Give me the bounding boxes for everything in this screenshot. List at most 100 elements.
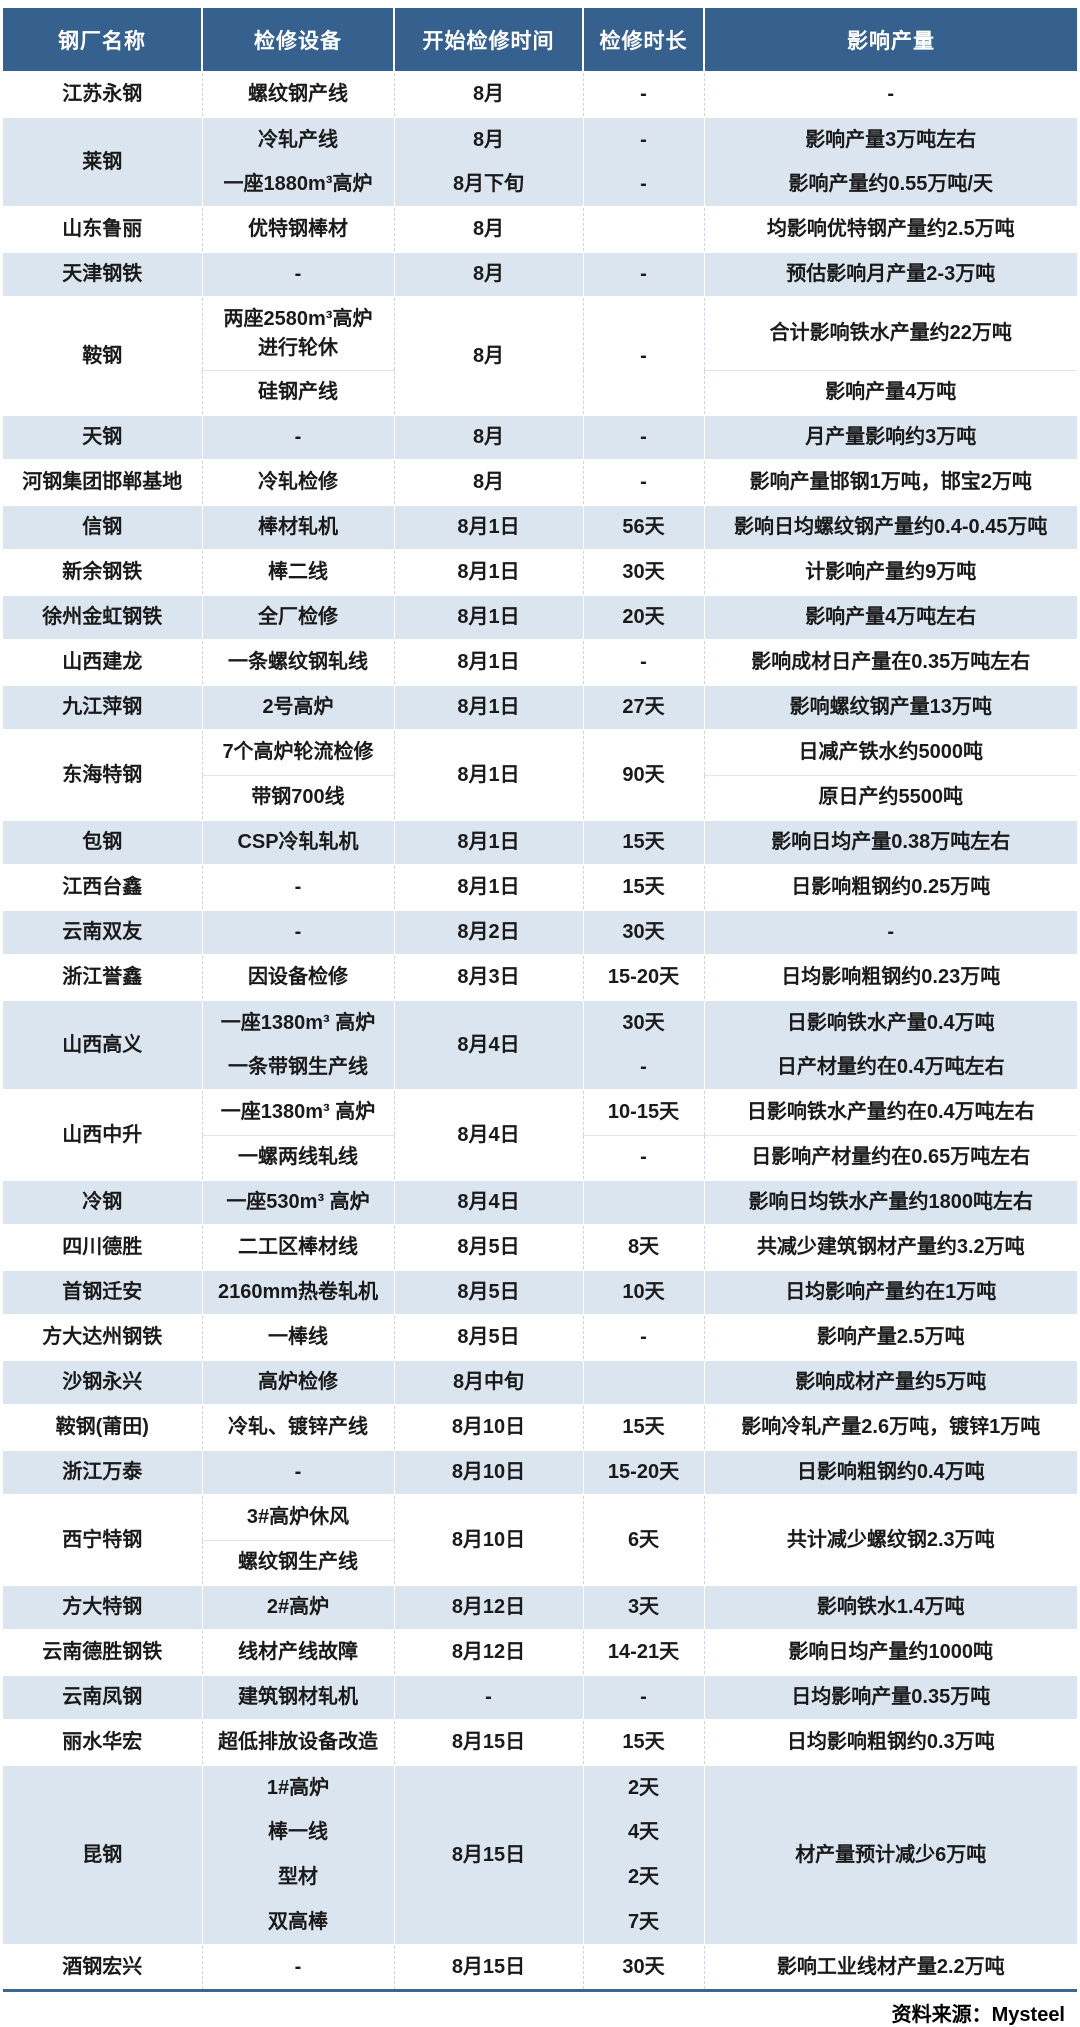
equipment-cell: 冷轧产线	[201, 116, 394, 162]
duration-cell: 20天	[582, 594, 704, 640]
header-cell-name: 钢厂名称	[3, 8, 202, 73]
impact-cell: 影响产量4万吨	[703, 369, 1077, 415]
equipment-cell: 一螺两线轧线	[201, 1134, 394, 1180]
time-cell: 8月4日	[393, 999, 583, 1090]
duration-cell: -	[582, 116, 704, 162]
impact-cell: 影响日均铁水产量约1800吨左右	[703, 1179, 1077, 1225]
impact-cell: 原日产约5500吨	[703, 774, 1077, 820]
equipment-cell: 1#高炉	[201, 1764, 394, 1810]
impact-cell: 影响螺纹钢产量13万吨	[703, 684, 1077, 730]
mill-name-cell: 方大达州钢铁	[3, 1314, 202, 1360]
equipment-cell: 螺纹钢生产线	[201, 1539, 394, 1585]
table-row: 包钢 CSP冷轧轧机 8月1日 15天 影响日均产量0.38万吨左右	[3, 819, 1077, 865]
table-row: 山西建龙 一条螺纹钢轧线 8月1日 - 影响成材日产量在0.35万吨左右	[3, 639, 1077, 685]
equipment-cell: 2160mm热卷轧机	[201, 1269, 394, 1315]
duration-cell: 15天	[582, 819, 704, 865]
impact-cell: 影响日均产量约1000吨	[703, 1629, 1077, 1675]
equipment-cell: 两座2580m³高炉 进行轮休	[201, 296, 394, 370]
time-cell: 8月1日	[393, 549, 583, 595]
impact-cell: 日均影响粗钢约0.23万吨	[703, 954, 1077, 1000]
duration-cell: -	[582, 639, 704, 685]
impact-cell: 日影响产材量约在0.65万吨左右	[703, 1134, 1077, 1180]
mill-name-cell: 鞍钢(莆田)	[3, 1404, 202, 1450]
equipment-cell: 因设备检修	[201, 954, 394, 1000]
mill-name-cell: 昆钢	[3, 1764, 202, 1945]
equipment-cell: 一座1880m³高炉	[201, 162, 394, 207]
equipment-cell: 一座1380m³ 高炉	[201, 999, 394, 1045]
table-row: 东海特钢 7个高炉轮流检修 8月1日 90天 日减产铁水约5000吨	[3, 729, 1077, 820]
duration-cell: 27天	[582, 684, 704, 730]
table-row: 酒钢宏兴 -8月15日 30天 影响工业线材产量2.2万吨	[3, 1944, 1077, 1990]
time-cell: 8月中旬	[393, 1359, 583, 1405]
duration-cell: -	[582, 251, 704, 297]
mill-name-cell: 信钢	[3, 504, 202, 550]
duration-cell	[582, 1179, 704, 1225]
table-row: 西宁特钢 3#高炉休风 8月10日 6天 共计减少螺纹钢2.3万吨	[3, 1494, 1077, 1585]
equipment-cell: 线材产线故障	[201, 1629, 394, 1675]
equipment-cell: -	[201, 909, 394, 955]
equipment-cell: 带钢700线	[201, 774, 394, 820]
table-row: 九江萍钢 2号高炉 8月1日 27天 影响螺纹钢产量13万吨	[3, 684, 1077, 730]
mill-name-cell: 新余钢铁	[3, 549, 202, 595]
table-row: 棒一线 4天	[3, 1810, 1077, 1855]
equipment-cell: 双高棒	[201, 1900, 394, 1945]
table-row: 鞍钢 两座2580m³高炉 进行轮休 8月 - 合计影响铁水产量约22万吨	[3, 296, 1077, 415]
mill-name-cell: 酒钢宏兴	[3, 1944, 202, 1990]
equipment-cell: 高炉检修	[201, 1359, 394, 1405]
impact-cell: 影响产量2.5万吨	[703, 1314, 1077, 1360]
mill-name-cell: 天钢	[3, 414, 202, 460]
duration-cell: -	[582, 162, 704, 207]
table-row: 鞍钢(莆田) 冷轧、镀锌产线 8月10日 15天 影响冷轧产量2.6万吨，镀锌1万吨	[3, 1404, 1077, 1450]
duration-cell: 14-21天	[582, 1629, 704, 1675]
time-cell: 8月10日	[393, 1449, 583, 1495]
time-cell: 8月5日	[393, 1269, 583, 1315]
equipment-cell: 超低排放设备改造	[201, 1719, 394, 1765]
mill-name-cell: 山西建龙	[3, 639, 202, 685]
table-row: 云南双友 -8月2日 30天 -	[3, 909, 1077, 955]
impact-cell: 影响日均螺纹钢产量约0.4-0.45万吨	[703, 504, 1077, 550]
mill-name-cell: 鞍钢	[3, 296, 202, 415]
impact-cell: 影响产量约0.55万吨/天	[703, 162, 1077, 207]
time-cell: 8月2日	[393, 909, 583, 955]
duration-cell: 10天	[582, 1269, 704, 1315]
impact-cell: 合计影响铁水产量约22万吨	[703, 296, 1077, 370]
source-note: 资料来源：Mysteel	[891, 2003, 1065, 2026]
time-cell: -	[393, 1674, 583, 1720]
equipment-cell: 优特钢棒材	[201, 206, 394, 252]
impact-cell: 计影响产量约9万吨	[703, 549, 1077, 595]
duration-cell: 15-20天	[582, 954, 704, 1000]
time-cell: 8月15日	[393, 1719, 583, 1765]
time-cell: 8月1日	[393, 729, 583, 820]
duration-cell: 15天	[582, 1719, 704, 1765]
mill-name-cell: 浙江誉鑫	[3, 954, 202, 1000]
mill-name-cell: 丽水华宏	[3, 1719, 202, 1765]
impact-cell: 共减少建筑钢材产量约3.2万吨	[703, 1224, 1077, 1270]
table-row: 山西高义 一座1380m³ 高炉 8月4日 30天 日影响铁水产量0.4万吨	[3, 999, 1077, 1090]
mill-name-cell: 东海特钢	[3, 729, 202, 820]
table-row: 莱钢 冷轧产线 8月 - 影响产量3万吨左右	[3, 116, 1077, 207]
mill-name-cell: 云南双友	[3, 909, 202, 955]
impact-cell: -	[703, 909, 1077, 955]
table-row: 昆钢 1#高炉 8月15日 2天 材产量预计减少6万吨	[3, 1764, 1077, 1945]
table-row: 浙江誉鑫 因设备检修 8月3日 15-20天 日均影响粗钢约0.23万吨	[3, 954, 1077, 1000]
impact-cell: 影响日均产量0.38万吨左右	[703, 819, 1077, 865]
equipment-cell: 型材	[201, 1855, 394, 1900]
time-cell: 8月12日	[393, 1629, 583, 1675]
impact-cell: 均影响优特钢产量约2.5万吨	[703, 206, 1077, 252]
table-row: 徐州金虹钢铁 全厂检修 8月1日 20天 影响产量4万吨左右	[3, 594, 1077, 640]
maintenance-table: 钢厂名称 检修设备 开始检修时间 检修时长 影响产量 江苏永钢 螺纹钢产线 8月 - - 莱钢 冷轧…	[3, 8, 1077, 1992]
equipment-cell: 全厂检修	[201, 594, 394, 640]
table-row: 型材 2天	[3, 1855, 1077, 1900]
impact-cell: 影响产量邯钢1万吨，邯宝2万吨	[703, 459, 1077, 505]
equipment-cell: 棒二线	[201, 549, 394, 595]
equipment-cell: 二工区棒材线	[201, 1224, 394, 1270]
equipment-cell: 2#高炉	[201, 1584, 394, 1630]
table-row: 云南德胜钢铁 线材产线故障 8月12日 14-21天 影响日均产量约1000吨	[3, 1629, 1077, 1675]
mill-name-cell: 山东鲁丽	[3, 206, 202, 252]
mill-name-cell: 浙江万泰	[3, 1449, 202, 1495]
equipment-cell: -	[201, 1449, 394, 1495]
equipment-cell: 棒材轧机	[201, 504, 394, 550]
impact-cell: 日影响铁水产量约在0.4万吨左右	[703, 1089, 1077, 1135]
equipment-cell: 建筑钢材轧机	[201, 1674, 394, 1720]
